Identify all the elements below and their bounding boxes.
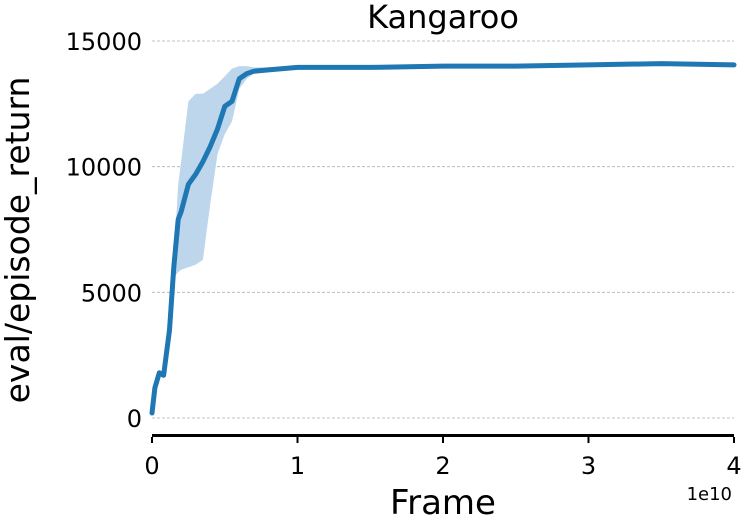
y-tick-label: 15000 — [66, 28, 142, 56]
x-tick-label: 4 — [726, 452, 741, 480]
x-tick-layer: 0 1 2 3 4 — [144, 437, 742, 480]
x-tick-label: 2 — [435, 452, 450, 480]
chart-title: Kangaroo — [367, 0, 519, 36]
y-tick-label: 0 — [127, 405, 142, 433]
band-layer — [152, 62, 734, 414]
x-axis-label: Frame — [390, 483, 496, 523]
series-line — [149, 61, 737, 416]
y-tick-layer: 0 5000 10000 15000 — [66, 28, 142, 433]
x-tick-label: 3 — [581, 452, 596, 480]
y-axis-label: eval/episode_return — [0, 77, 37, 404]
grid-layer — [152, 40, 734, 419]
y-tick-label: 5000 — [81, 279, 142, 307]
y-tick-label: 10000 — [66, 154, 142, 182]
x-offset-text: 1e10 — [687, 484, 732, 505]
line-layer — [149, 61, 737, 416]
confidence-band — [152, 62, 734, 414]
x-tick-label: 1 — [290, 452, 305, 480]
x-tick-label: 0 — [144, 452, 159, 480]
